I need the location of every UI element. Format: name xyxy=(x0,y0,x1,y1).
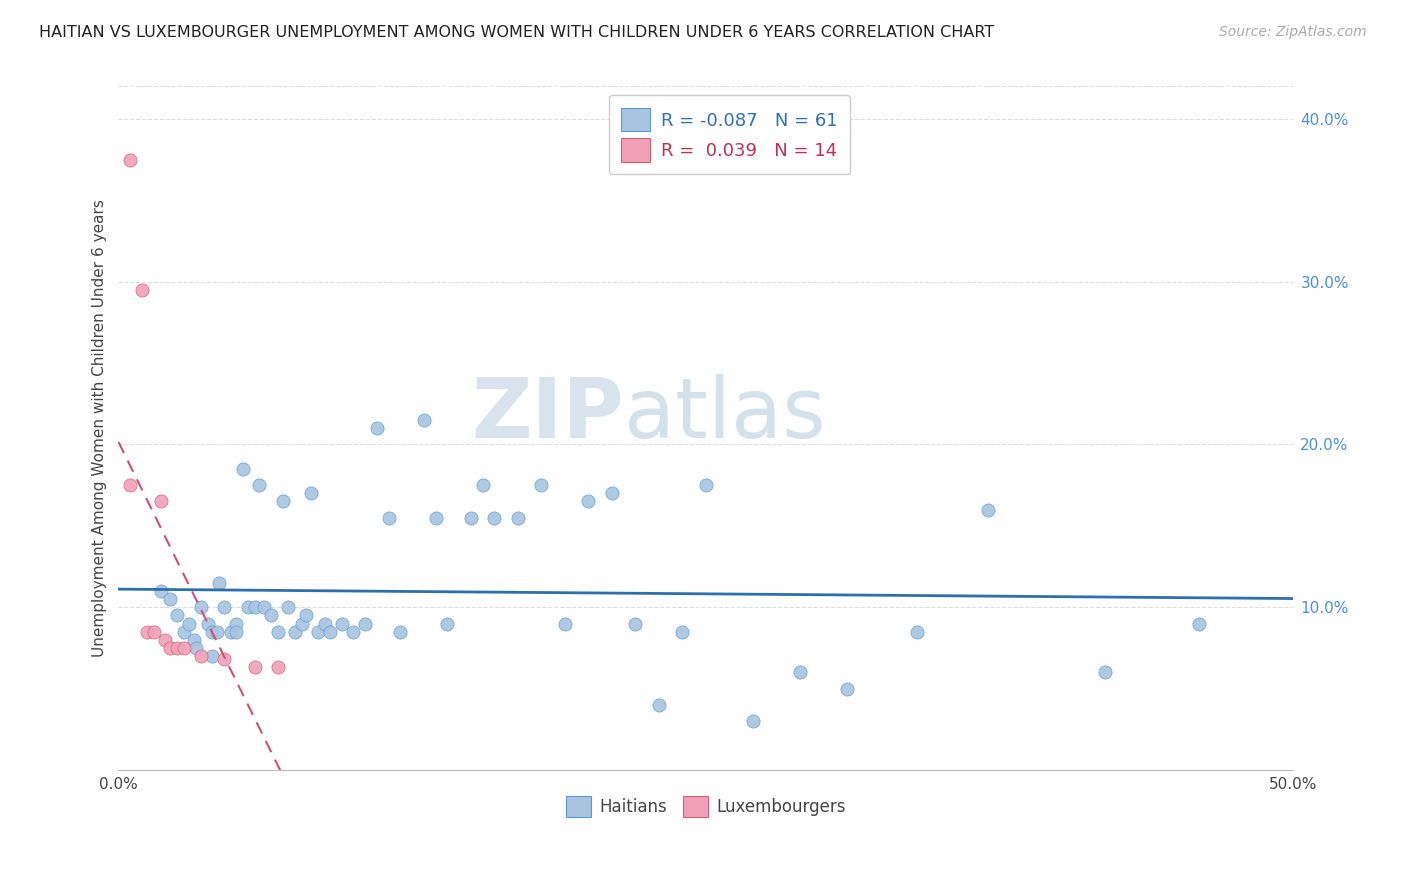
Point xyxy=(471,478,494,492)
Point xyxy=(183,632,205,647)
Point xyxy=(155,632,177,647)
Point xyxy=(307,624,329,639)
Text: Source: ZipAtlas.com: Source: ZipAtlas.com xyxy=(1219,25,1367,39)
Point xyxy=(695,478,717,492)
Point xyxy=(166,640,188,655)
Point xyxy=(173,640,195,655)
Point xyxy=(177,616,200,631)
Point xyxy=(159,592,181,607)
Point xyxy=(299,486,322,500)
Point xyxy=(225,616,247,631)
Point xyxy=(190,648,212,663)
Point xyxy=(201,648,224,663)
Point xyxy=(578,494,600,508)
Point xyxy=(671,624,693,639)
Point xyxy=(977,502,1000,516)
Point xyxy=(120,478,142,492)
Point xyxy=(267,624,290,639)
Point xyxy=(600,486,623,500)
Point xyxy=(366,421,388,435)
Point xyxy=(120,153,142,167)
Point xyxy=(232,462,254,476)
Point xyxy=(236,600,259,615)
Point xyxy=(166,608,188,623)
Point xyxy=(159,640,181,655)
Point xyxy=(149,494,172,508)
Point xyxy=(249,478,271,492)
Point xyxy=(243,660,266,674)
Point xyxy=(135,624,157,639)
Point xyxy=(741,714,763,728)
Point xyxy=(319,624,342,639)
Point xyxy=(267,660,290,674)
Point xyxy=(253,600,276,615)
Point xyxy=(197,616,219,631)
Point xyxy=(354,616,377,631)
Point xyxy=(295,608,318,623)
Point xyxy=(330,616,353,631)
Point xyxy=(131,283,153,297)
Text: HAITIAN VS LUXEMBOURGER UNEMPLOYMENT AMONG WOMEN WITH CHILDREN UNDER 6 YEARS COR: HAITIAN VS LUXEMBOURGER UNEMPLOYMENT AMO… xyxy=(39,25,994,40)
Point xyxy=(1094,665,1116,680)
Point xyxy=(225,624,247,639)
Point xyxy=(389,624,412,639)
Legend: Haitians, Luxembourgers: Haitians, Luxembourgers xyxy=(560,789,853,823)
Point xyxy=(377,510,399,524)
Point xyxy=(173,624,195,639)
Point xyxy=(835,681,858,696)
Point xyxy=(413,413,436,427)
Point xyxy=(530,478,553,492)
Point xyxy=(184,640,207,655)
Point xyxy=(208,575,231,590)
Point xyxy=(284,624,307,639)
Point xyxy=(314,616,336,631)
Y-axis label: Unemployment Among Women with Children Under 6 years: Unemployment Among Women with Children U… xyxy=(93,199,107,657)
Point xyxy=(624,616,647,631)
Text: ZIP: ZIP xyxy=(471,374,624,455)
Point xyxy=(219,624,242,639)
Point xyxy=(342,624,364,639)
Point xyxy=(460,510,482,524)
Point xyxy=(205,624,228,639)
Point xyxy=(484,510,506,524)
Point xyxy=(648,698,671,712)
Point xyxy=(201,624,224,639)
Point xyxy=(789,665,811,680)
Point xyxy=(291,616,314,631)
Point xyxy=(425,510,447,524)
Point xyxy=(260,608,283,623)
Point xyxy=(506,510,529,524)
Text: atlas: atlas xyxy=(624,374,825,455)
Point xyxy=(212,652,235,666)
Point xyxy=(436,616,458,631)
Point xyxy=(212,600,235,615)
Point xyxy=(905,624,928,639)
Point xyxy=(190,600,212,615)
Point xyxy=(149,583,172,598)
Point xyxy=(1188,616,1211,631)
Point xyxy=(271,494,294,508)
Point xyxy=(142,624,165,639)
Point xyxy=(243,600,266,615)
Point xyxy=(277,600,299,615)
Point xyxy=(554,616,576,631)
